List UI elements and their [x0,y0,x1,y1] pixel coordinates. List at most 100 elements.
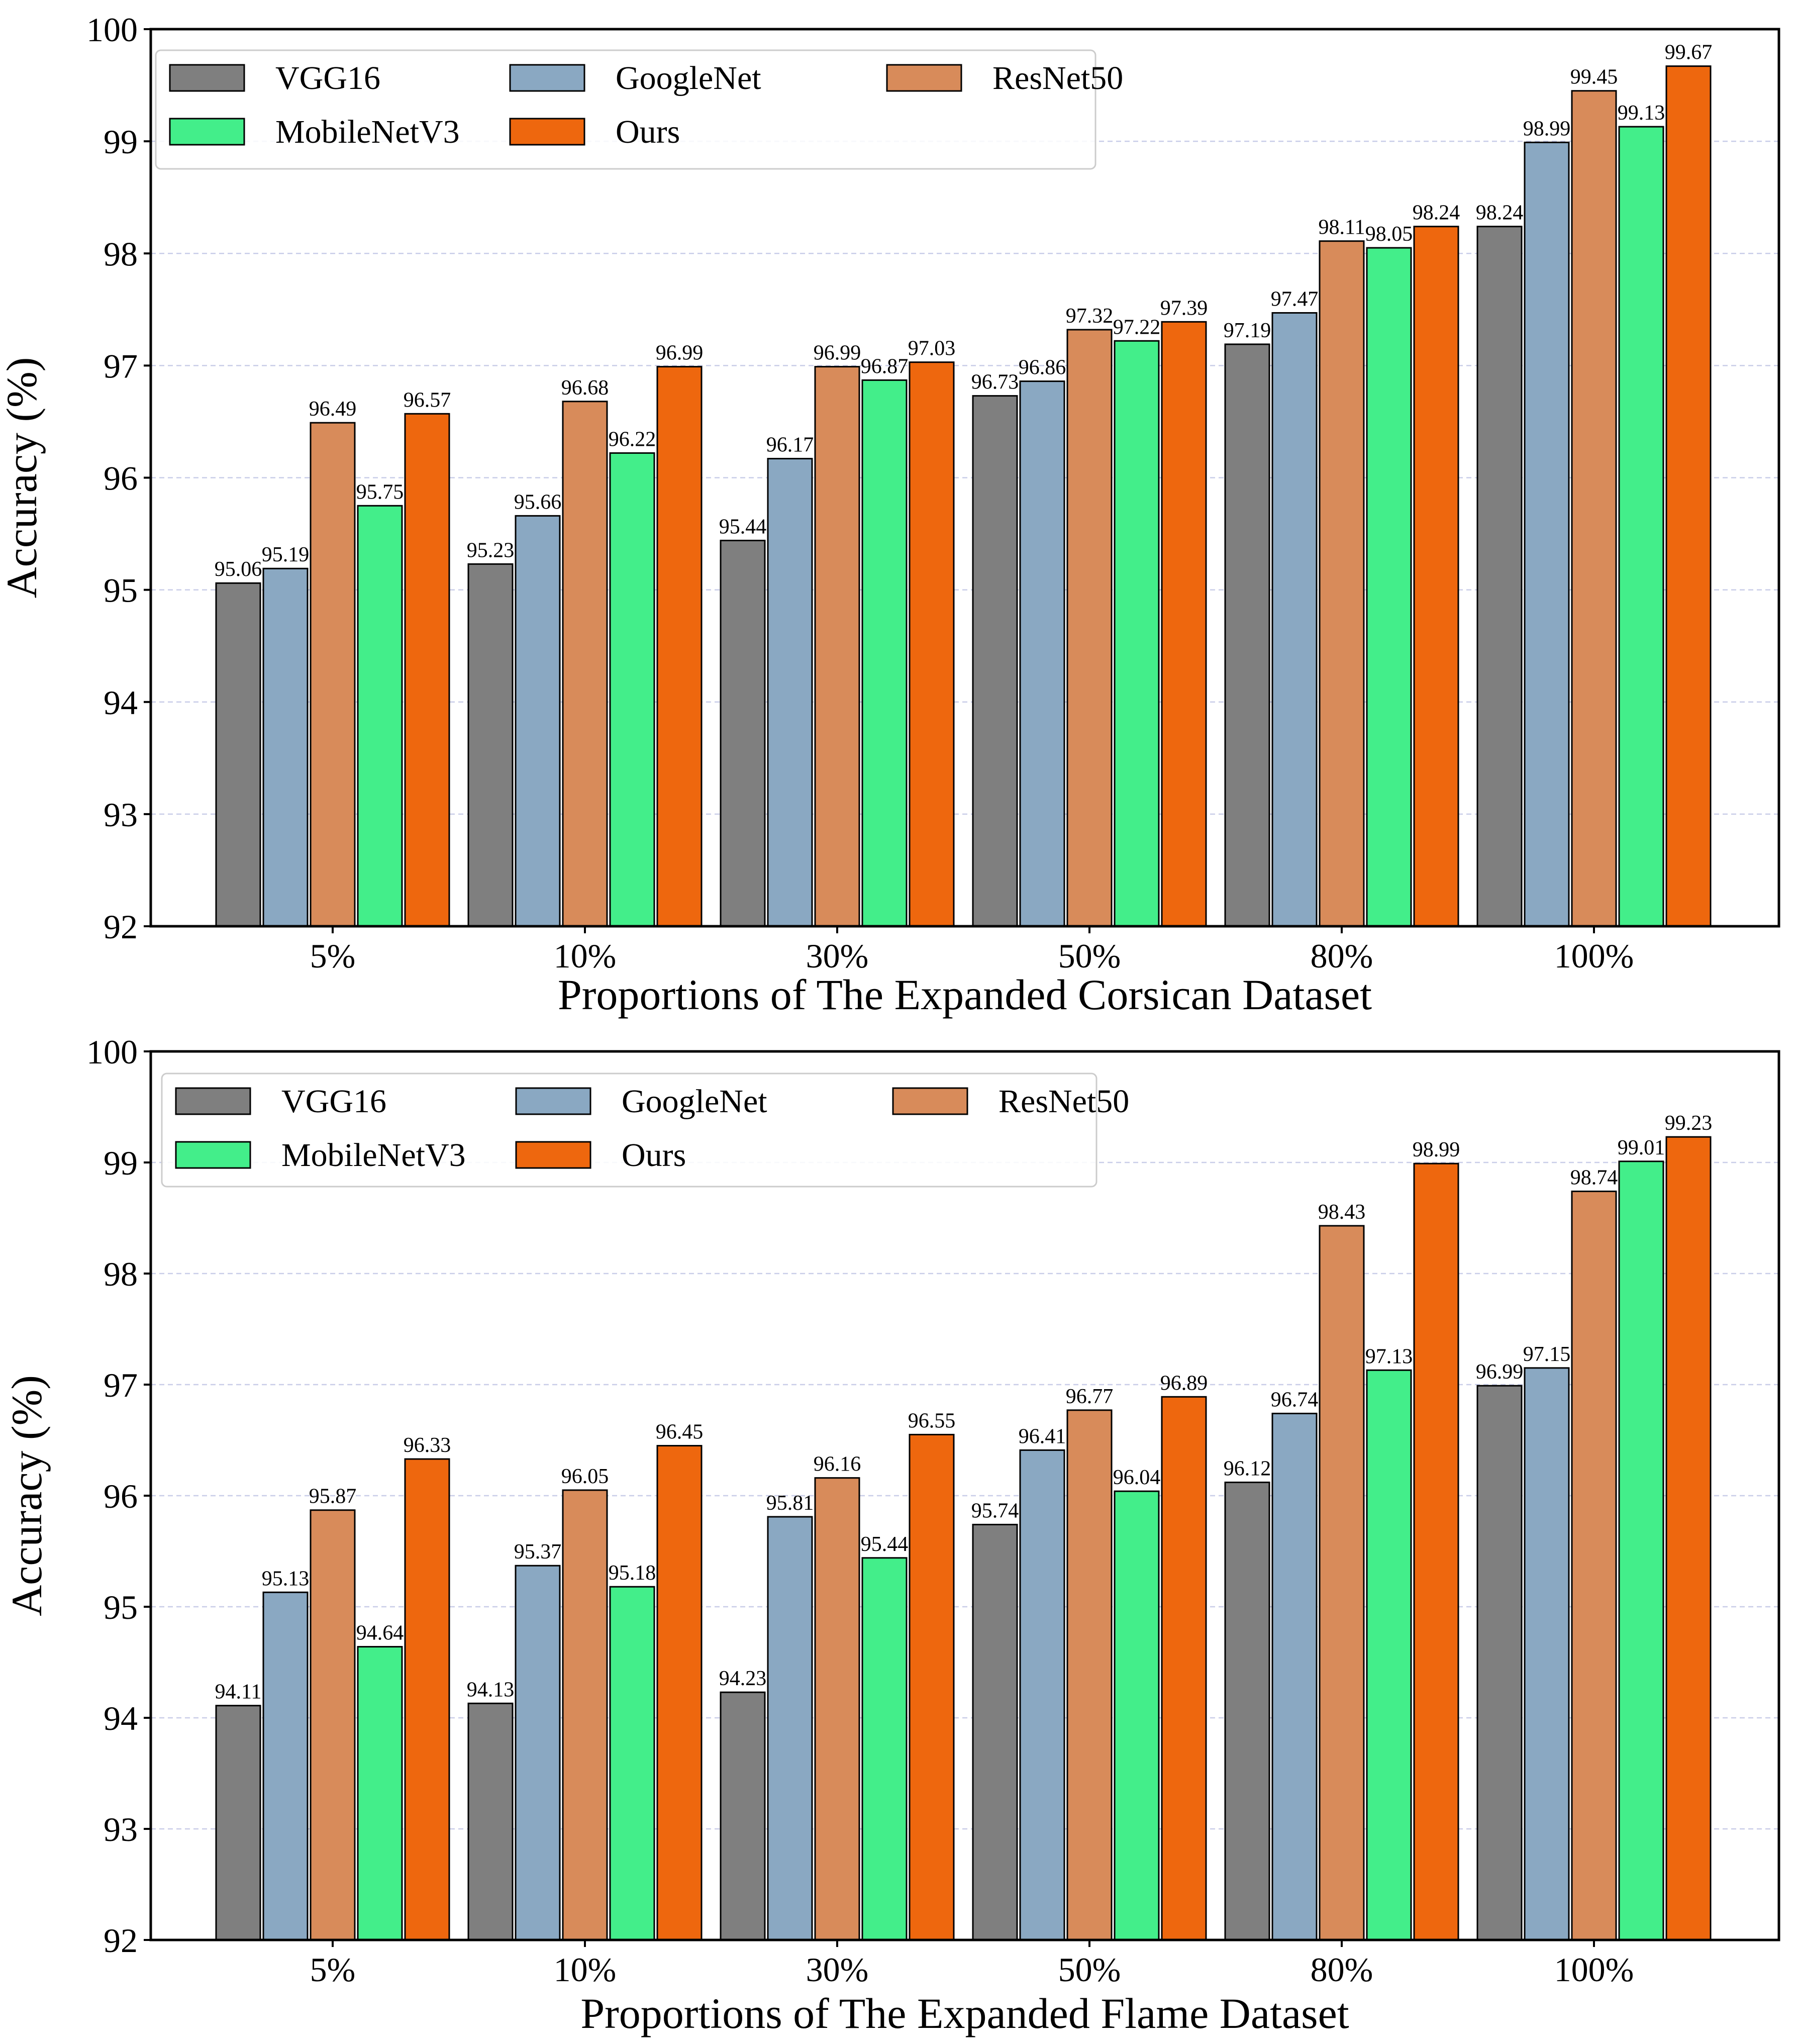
bar-googlenet-5pct [262,1591,309,1941]
data-label: 94.23 [719,1667,767,1690]
legend-box [161,1073,1097,1188]
y-tick-label: 100 [86,1033,138,1071]
bar-resnet50-10pct [562,1489,608,1941]
bar-googlenet-10pct [515,515,561,927]
bar-vgg16-10pct [467,1702,514,1941]
legend-swatch-ours [515,1141,591,1169]
bar-resnet50-50pct [1066,329,1113,927]
data-label: 96.17 [766,434,814,457]
y-tick-label: 92 [104,908,138,946]
bar-resnet50-100pct [1571,1190,1617,1941]
data-label: 95.81 [766,1492,814,1515]
bar-resnet50-10pct [562,401,608,927]
bar-vgg16-10pct [467,563,514,927]
y-tick-label: 92 [104,1921,138,1960]
bar-vgg16-50pct [972,1523,1018,1941]
data-label: 96.73 [971,371,1019,394]
data-label: 96.57 [404,388,451,412]
data-label: 98.74 [1570,1166,1618,1189]
bar-vgg16-80pct [1224,343,1270,927]
data-label: 96.99 [1476,1360,1524,1384]
legend-swatch-vgg16 [169,64,245,92]
bar-ours-50pct [1161,321,1207,927]
data-label: 97.32 [1066,305,1114,328]
bar-googlenet-30pct [767,1516,813,1941]
bar-vgg16-5pct [215,1705,261,1941]
legend-label-googlenet: GoogleNet [622,1083,767,1120]
data-label: 95.18 [609,1562,656,1585]
data-label: 96.49 [309,398,357,421]
bar-resnet50-100pct [1571,90,1617,927]
legend-label-ours: Ours [622,1137,686,1174]
y-tick-label: 98 [104,235,138,273]
data-label: 98.99 [1413,1138,1460,1161]
legend-swatch-mobilenetv3 [169,118,245,146]
legend-box [155,49,1096,170]
data-label: 96.68 [561,376,609,400]
bar-ours-50pct [1161,1396,1207,1941]
y-tick-label: 99 [104,123,138,161]
bar-googlenet-50pct [1019,380,1065,927]
data-label: 96.22 [609,428,656,451]
x-tick-label: 50% [1058,1951,1121,1989]
bar-mobilenetv3-30pct [861,379,908,927]
y-tick-label: 96 [104,459,138,498]
bar-ours-100pct [1665,65,1712,927]
bar-vgg16-30pct [720,539,766,927]
bar-ours-5pct [404,1458,450,1941]
data-label: 95.13 [262,1567,310,1590]
legend-swatch-vgg16 [175,1087,251,1115]
data-label: 97.19 [1224,319,1271,342]
legend: VGG16 GoogleNet ResNet50 MobileNetV3 Ours [155,49,1123,170]
data-label: 96.04 [1113,1466,1161,1489]
y-tick-label: 94 [104,684,138,722]
bar-googlenet-100pct [1524,141,1570,927]
bar-ours-5pct [404,413,450,927]
bar-mobilenetv3-100pct [1618,126,1664,927]
x-tick-label: 10% [554,1951,617,1989]
legend-label-vgg16: VGG16 [281,1083,386,1120]
data-label: 94.13 [467,1678,515,1701]
bar-googlenet-100pct [1524,1367,1570,1941]
data-label: 98.05 [1365,223,1413,246]
x-tick-label: 5% [310,937,356,975]
data-label: 96.16 [814,1453,861,1476]
bar-mobilenetv3-10pct [609,1586,655,1941]
legend-label-mobilenetv3: MobileNetV3 [275,114,460,150]
data-label: 95.19 [262,543,310,566]
data-label: 97.22 [1113,316,1161,339]
data-label: 98.24 [1476,202,1524,225]
data-label: 96.33 [404,1434,451,1457]
data-label: 95.74 [971,1499,1019,1522]
bar-googlenet-5pct [262,567,309,927]
y-axis-label: Accuracy (%) [3,1375,51,1616]
bar-resnet50-30pct [814,1477,860,1941]
bar-mobilenetv3-50pct [1114,340,1160,927]
bar-mobilenetv3-50pct [1114,1490,1160,1941]
legend-label-googlenet: GoogleNet [616,60,761,96]
legend-swatch-resnet50 [892,1087,968,1115]
bar-googlenet-10pct [515,1565,561,1941]
bar-ours-30pct [909,1433,955,1941]
bar-vgg16-80pct [1224,1481,1270,1941]
legend-swatch-ours [509,118,585,146]
data-label: 96.41 [1019,1425,1066,1448]
data-label: 97.03 [908,337,956,360]
y-tick-label: 99 [104,1144,138,1182]
bar-resnet50-5pct [310,1509,356,1941]
y-tick-label: 95 [104,571,138,610]
legend-swatch-mobilenetv3 [175,1141,251,1169]
data-label: 95.44 [861,1533,909,1556]
data-label: 95.23 [467,539,515,562]
legend-swatch-resnet50 [886,64,962,92]
bar-resnet50-50pct [1066,1409,1113,1941]
bar-ours-10pct [656,366,703,927]
bar-ours-100pct [1665,1136,1712,1941]
bar-mobilenetv3-100pct [1618,1160,1664,1941]
y-tick-label: 100 [86,11,138,49]
bar-googlenet-80pct [1271,312,1318,927]
bar-ours-10pct [656,1445,703,1941]
x-axis-label: Proportions of The Expanded Flame Datase… [580,1989,1349,2037]
bar-vgg16-30pct [720,1691,766,1941]
